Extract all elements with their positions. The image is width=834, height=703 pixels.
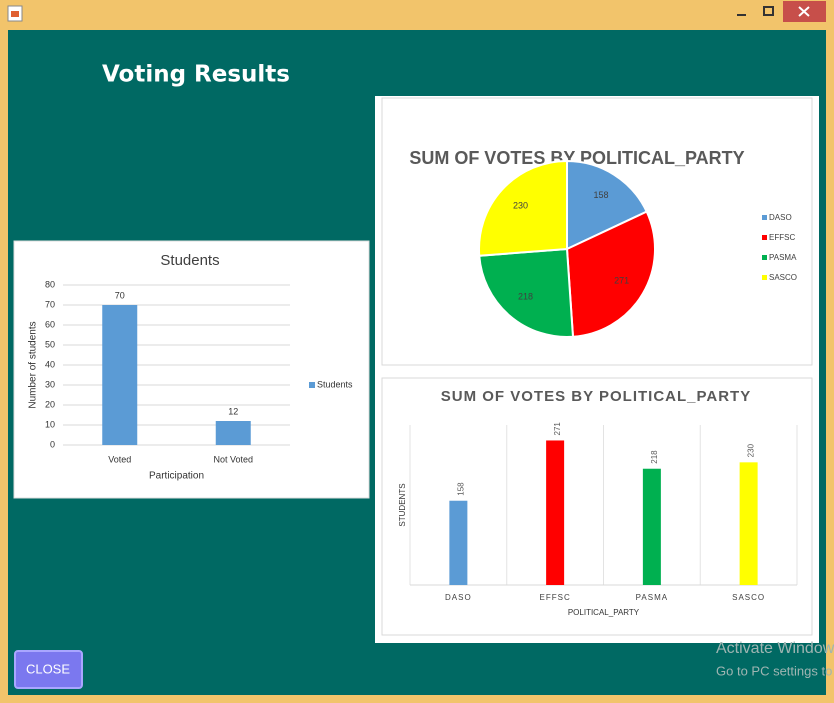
legend-label: EFFSC <box>769 233 795 242</box>
watermark-line: Activate Windows <box>716 640 834 657</box>
value-label: 12 <box>228 406 238 416</box>
maximize-button[interactable] <box>763 6 774 16</box>
y-axis-label: Number of students <box>28 321 39 408</box>
pie-slice <box>566 159 648 251</box>
bar <box>102 305 138 445</box>
pie-slice <box>478 159 568 257</box>
legend-swatch <box>762 215 767 220</box>
y-tick-label: 30 <box>45 379 55 389</box>
y-tick-label: 70 <box>45 299 55 309</box>
close-button-bg[interactable] <box>14 650 83 689</box>
bar <box>546 440 565 585</box>
legend-swatch <box>762 275 767 280</box>
value-label: 271 <box>553 422 562 436</box>
y-tick-label: 50 <box>45 339 55 349</box>
chart-title: Students <box>160 252 219 269</box>
x-tick-label: SASCO <box>732 593 765 602</box>
close-button[interactable]: CLOSE <box>14 650 83 689</box>
legend-label: DASO <box>769 213 792 222</box>
chart-title: SUM OF VOTES BY POLITICAL_PARTY <box>409 148 744 168</box>
chart-title: SUM OF VOTES BY POLITICAL_PARTY <box>441 388 751 405</box>
value-label: 230 <box>747 443 756 457</box>
legend-swatch <box>762 235 767 240</box>
bar <box>449 500 468 585</box>
value-label: 271 <box>614 276 629 286</box>
legend-swatch <box>309 382 315 388</box>
value-label: 230 <box>513 200 528 210</box>
legend-label: PASMA <box>769 253 797 262</box>
legend-label: Students <box>317 379 353 389</box>
x-tick-label: EFFSC <box>540 593 571 602</box>
y-tick-label: 10 <box>45 419 55 429</box>
watermark-line: Go to PC settings to activate Windows. <box>716 663 834 678</box>
pie-slice <box>478 247 575 338</box>
bar <box>642 468 661 585</box>
x-tick-label: Voted <box>108 454 131 464</box>
y-axis-label: STUDENTS <box>398 483 407 526</box>
y-tick-label: 40 <box>45 359 55 369</box>
students-chart-panel <box>13 240 370 499</box>
x-tick-label: PASMA <box>636 593 668 602</box>
legend-label: SASCO <box>769 273 797 282</box>
y-tick-label: 20 <box>45 399 55 409</box>
value-label: 158 <box>456 482 465 496</box>
value-label: 218 <box>650 450 659 464</box>
close-window-icon <box>798 6 810 17</box>
page-title: Voting Results <box>102 62 290 88</box>
x-tick-label: DASO <box>445 593 472 602</box>
bar <box>215 421 251 445</box>
bar <box>739 462 758 585</box>
close-button-label[interactable]: CLOSE <box>26 661 70 676</box>
value-label: 158 <box>593 190 608 200</box>
y-tick-label: 0 <box>50 439 55 449</box>
y-tick-label: 60 <box>45 319 55 329</box>
pie-slice <box>565 210 656 338</box>
value-label: 70 <box>115 290 125 300</box>
y-tick-label: 80 <box>45 279 55 289</box>
app-icon-cup <box>11 11 19 17</box>
x-axis-label: Participation <box>149 471 204 482</box>
x-tick-label: Not Voted <box>213 454 253 464</box>
x-axis-label: POLITICAL_PARTY <box>568 608 640 617</box>
legend-swatch <box>762 255 767 260</box>
value-label: 218 <box>518 291 533 301</box>
